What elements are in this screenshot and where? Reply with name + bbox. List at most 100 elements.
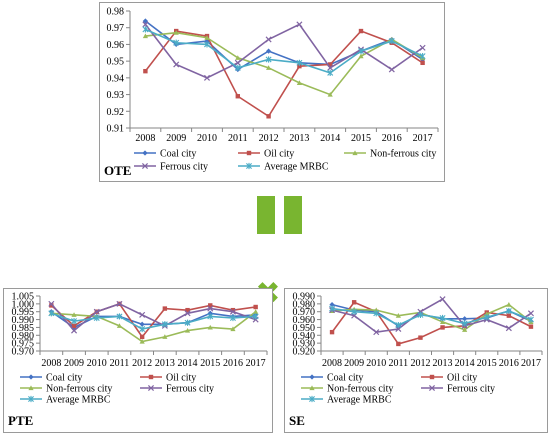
- x-tick-label: 2009: [166, 133, 186, 144]
- data-point: [229, 314, 236, 322]
- legend-marker: [246, 162, 252, 170]
- y-tick-label: 0.98: [107, 7, 125, 18]
- y-tick-label: 0.980: [12, 331, 35, 342]
- panel-label: PTE: [8, 413, 33, 428]
- legend-label: Average MRBC: [327, 395, 392, 406]
- legend-item: Average MRBC: [238, 162, 329, 173]
- y-tick-label: 0.93: [107, 90, 125, 101]
- ote-chart: 0.91 0.92 0.93 0.94 0.95 0.96 0.97 0.98 2008 2009…: [104, 7, 439, 178]
- series-average-mrbc: [48, 310, 259, 333]
- legend-marker: [28, 385, 34, 391]
- data-point: [266, 114, 271, 119]
- data-point: [207, 324, 213, 330]
- data-point: [230, 326, 236, 332]
- data-point: [266, 65, 272, 70]
- x-tick-label: 2014: [455, 358, 475, 369]
- y-tick-label: 0.970: [293, 307, 316, 318]
- legend-label: Coal city: [160, 149, 196, 160]
- legend-label: Oil city: [447, 373, 477, 384]
- x-tick-label: 2016: [382, 133, 402, 144]
- data-point: [439, 319, 446, 325]
- x-tick-label: 2009: [344, 358, 364, 369]
- data-point: [139, 325, 146, 333]
- legend-item: Coal city: [301, 373, 363, 384]
- legend-marker: [309, 385, 315, 391]
- x-tick-label: 2014: [320, 133, 340, 144]
- x-tick-label: 2012: [132, 358, 152, 369]
- data-point: [483, 314, 490, 321]
- data-point: [461, 320, 468, 327]
- x-tick-label: 2011: [389, 358, 409, 369]
- legend-label: Ferrous city: [160, 162, 208, 173]
- data-point: [419, 53, 426, 60]
- se-chart: 0.9200.9300.9400.9500.9600.9700.9800.990…: [289, 292, 543, 428]
- equals-bar-right: [284, 196, 302, 234]
- legend-label: Oil city: [264, 149, 294, 160]
- data-point: [358, 53, 364, 59]
- legend-item: Oil city: [238, 149, 294, 160]
- data-point: [440, 325, 445, 330]
- legend-item: Oil city: [140, 373, 196, 384]
- data-point: [358, 48, 364, 55]
- data-point: [265, 56, 272, 63]
- data-point: [351, 308, 358, 315]
- data-point: [116, 300, 123, 307]
- data-point: [162, 334, 168, 339]
- data-point: [528, 324, 534, 329]
- data-point: [253, 304, 258, 310]
- se-chart-panel: 0.920 0.930 0.940 0.950 0.960 0.970 0.980 0.990…: [284, 288, 548, 433]
- data-point: [327, 69, 334, 76]
- y-tick-label: 0.920: [293, 347, 316, 358]
- data-point: [253, 309, 259, 314]
- data-point: [235, 55, 241, 60]
- x-tick-label: 2009: [64, 358, 84, 369]
- data-point: [296, 59, 303, 66]
- ote-chart-panel: 0.91 0.92 0.93 0.94 0.95 0.96 0.97 0.98 2008 2009…: [99, 2, 445, 182]
- data-point: [484, 311, 490, 317]
- legend-marker: [246, 150, 252, 156]
- data-point: [351, 300, 357, 305]
- data-point: [161, 321, 168, 328]
- data-point: [395, 313, 401, 318]
- legend-label: Average MRBC: [264, 162, 329, 173]
- y-tick-label: 0.95: [107, 57, 125, 68]
- legend-marker: [428, 384, 436, 392]
- data-point: [373, 329, 380, 336]
- data-point: [173, 39, 180, 46]
- data-point: [439, 314, 446, 322]
- data-point: [116, 313, 123, 320]
- data-point: [71, 318, 78, 325]
- equals-bar-left: [257, 196, 275, 234]
- pte-chart: 0.9700.9750.9800.9850.9900.9951.0001.005…: [8, 292, 268, 428]
- x-tick-label: 2016: [223, 358, 243, 369]
- data-point: [234, 59, 241, 66]
- legend-item: Ferrous city: [134, 162, 208, 173]
- data-point: [417, 311, 424, 318]
- data-point: [143, 68, 148, 74]
- data-point: [439, 296, 446, 303]
- legend-item: Average MRBC: [20, 395, 111, 406]
- y-tick-label: 1.005: [12, 292, 35, 303]
- x-tick-label: 2010: [87, 358, 107, 369]
- y-tick-label: 0.930: [293, 339, 316, 350]
- x-tick-label: 2013: [155, 358, 175, 369]
- legend-label: Non-ferrous city: [370, 149, 436, 160]
- data-point: [71, 323, 77, 329]
- legend-label: Ferrous city: [166, 384, 214, 395]
- legend-label: Ferrous city: [447, 384, 495, 395]
- legend-marker: [28, 395, 34, 403]
- y-tick-label: 0.990: [293, 292, 316, 303]
- y-tick-label: 0.950: [293, 323, 316, 334]
- data-point: [506, 302, 512, 307]
- data-point: [329, 329, 335, 335]
- data-point: [204, 41, 210, 48]
- x-tick-label: 2008: [322, 358, 342, 369]
- data-point: [297, 63, 302, 69]
- series-line: [51, 312, 256, 330]
- y-tick-label: 0.985: [12, 323, 35, 334]
- series-ferrous-city: [142, 21, 426, 81]
- y-tick-label: 0.92: [107, 107, 125, 118]
- legend-label: Coal city: [46, 373, 82, 384]
- data-point: [139, 338, 145, 344]
- x-tick-label: 2013: [433, 358, 453, 369]
